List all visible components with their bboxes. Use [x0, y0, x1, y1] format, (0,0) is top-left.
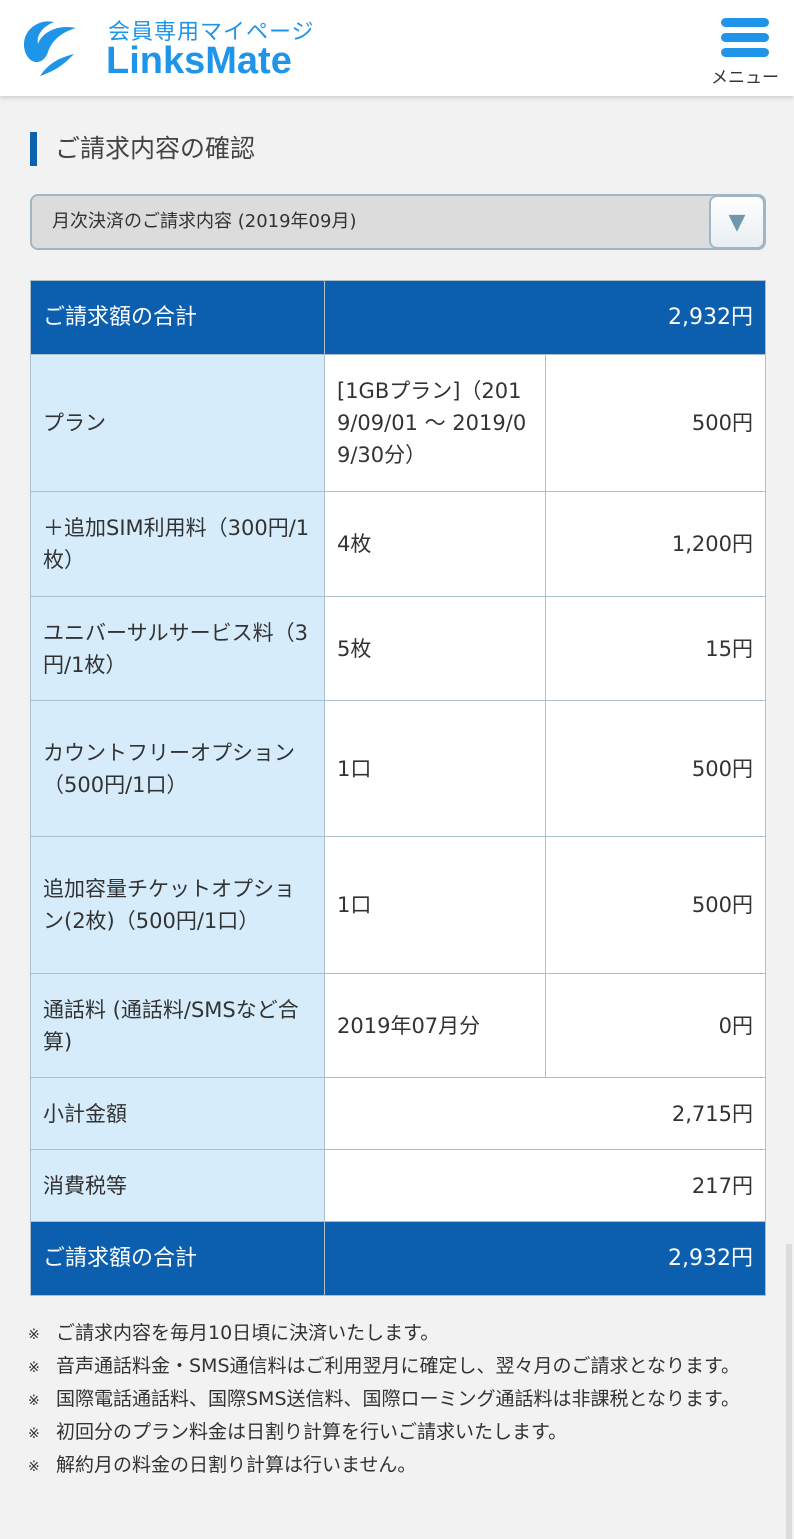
total-amount: 2,932円	[324, 280, 766, 355]
chevron-down-icon[interactable]: ▼	[709, 195, 765, 249]
subtotal-label: 小計金額	[30, 1077, 325, 1150]
tax-label: 消費税等	[30, 1149, 325, 1222]
row-detail: 4枚	[324, 491, 546, 597]
note-text: 初回分のプラン料金は日割り計算を行いご請求いたします。	[56, 1421, 568, 1443]
note-text: 音声通話料金・SMS通信料はご利用翌月に確定し、翌々月のご請求となります。	[56, 1355, 741, 1377]
note-mark: ※	[28, 1360, 40, 1376]
note-text: ご請求内容を毎月10日頃に決済いたします。	[56, 1322, 440, 1344]
row-label: 通話料 (通話料/SMSなど合算)	[30, 973, 325, 1078]
row-detail: 1口	[324, 836, 546, 974]
logo-text[interactable]: LinksMate	[106, 40, 292, 82]
table-row: ユニバーサルサービス料（3円/1枚） 5枚 15円	[30, 596, 766, 701]
row-amount: 15円	[545, 596, 766, 701]
row-label: プラン	[30, 354, 325, 492]
row-detail: 1口	[324, 700, 546, 837]
linksmate-logo-icon[interactable]	[18, 14, 78, 80]
row-label: カウントフリーオプション（500円/1口）	[30, 700, 325, 837]
subtotal-amount: 2,715円	[324, 1077, 766, 1150]
menu-button[interactable]: メニュー	[706, 18, 784, 88]
note-mark: ※	[28, 1327, 40, 1343]
table-row: プラン [1GBプラン]（2019/09/01 〜 2019/09/30分） 5…	[30, 354, 766, 492]
billing-period-select[interactable]: 月次決済のご請求内容 (2019年09月) ▼	[30, 194, 766, 250]
note-item: ※ 解約月の料金の日割り計算は行いません。	[28, 1450, 768, 1483]
row-detail: [1GBプラン]（2019/09/01 〜 2019/09/30分）	[324, 354, 546, 492]
row-amount: 0円	[545, 973, 766, 1078]
scrollbar[interactable]	[786, 1244, 792, 1539]
note-item: ※ 国際電話通話料、国際SMS送信料、国際ローミング通話料は非課税となります。	[28, 1384, 768, 1417]
page-title: ご請求内容の確認	[30, 132, 255, 166]
table-row: ＋追加SIM利用料（300円/1枚） 4枚 1,200円	[30, 491, 766, 597]
row-detail: 5枚	[324, 596, 546, 701]
menu-label: メニュー	[711, 68, 779, 88]
tax-row: 消費税等 217円	[30, 1149, 766, 1222]
row-amount: 1,200円	[545, 491, 766, 597]
row-amount: 500円	[545, 700, 766, 837]
note-item: ※ ご請求内容を毎月10日頃に決済いたします。	[28, 1318, 768, 1351]
table-row: カウントフリーオプション（500円/1口） 1口 500円	[30, 700, 766, 837]
hamburger-icon	[721, 18, 769, 27]
total-label: ご請求額の合計	[30, 280, 325, 355]
site-header: 会員専用マイページ LinksMate メニュー	[0, 0, 794, 96]
total-row-bottom: ご請求額の合計 2,932円	[30, 1221, 766, 1296]
note-text: 国際電話通話料、国際SMS送信料、国際ローミング通話料は非課税となります。	[56, 1388, 741, 1410]
row-label: 追加容量チケットオプション(2枚)（500円/1口）	[30, 836, 325, 974]
row-label: ＋追加SIM利用料（300円/1枚）	[30, 491, 325, 597]
hamburger-icon-bar	[721, 33, 769, 42]
note-mark: ※	[28, 1459, 40, 1475]
logo-subtitle: 会員専用マイページ	[108, 20, 315, 45]
subtotal-row: 小計金額 2,715円	[30, 1077, 766, 1150]
note-text: 解約月の料金の日割り計算は行いません。	[56, 1454, 417, 1476]
row-label: ユニバーサルサービス料（3円/1枚）	[30, 596, 325, 701]
note-mark: ※	[28, 1426, 40, 1442]
note-mark: ※	[28, 1393, 40, 1409]
total-row: ご請求額の合計 2,932円	[30, 280, 766, 355]
table-row: 追加容量チケットオプション(2枚)（500円/1口） 1口 500円	[30, 836, 766, 974]
row-detail: 2019年07月分	[324, 973, 546, 1078]
tax-amount: 217円	[324, 1149, 766, 1222]
note-item: ※ 音声通話料金・SMS通信料はご利用翌月に確定し、翌々月のご請求となります。	[28, 1351, 768, 1384]
row-amount: 500円	[545, 836, 766, 974]
row-amount: 500円	[545, 354, 766, 492]
table-row: 通話料 (通話料/SMSなど合算) 2019年07月分 0円	[30, 973, 766, 1078]
note-item: ※ 初回分のプラン料金は日割り計算を行いご請求いたします。	[28, 1417, 768, 1450]
notes-list: ※ ご請求内容を毎月10日頃に決済いたします。 ※ 音声通話料金・SMS通信料はご利…	[28, 1318, 768, 1483]
billing-period-value: 月次決済のご請求内容 (2019年09月)	[52, 211, 357, 232]
total-label: ご請求額の合計	[30, 1221, 325, 1296]
hamburger-icon-bar	[721, 48, 769, 57]
total-amount: 2,932円	[324, 1221, 766, 1296]
billing-table: ご請求額の合計 2,932円 プラン [1GBプラン]（2019/09/01 〜…	[30, 280, 766, 1296]
